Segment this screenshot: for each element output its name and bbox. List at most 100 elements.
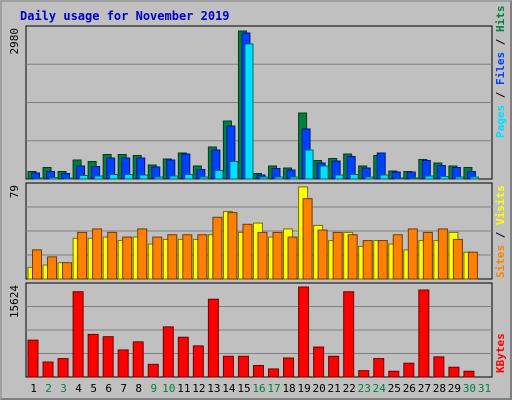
- x-tick-label-day-4: 4: [75, 382, 82, 395]
- bar-pages-day-15: [244, 43, 254, 180]
- bar-kbytes-day-11: [177, 336, 189, 378]
- bar-sites-day-3: [62, 262, 73, 280]
- bar-pages-day-12: [199, 176, 209, 180]
- bar-pages-day-4: [79, 175, 89, 180]
- bar-kbytes-day-23: [358, 370, 370, 378]
- bar-sites-day-27: [422, 231, 433, 280]
- bar-sites-day-16: [257, 231, 268, 280]
- x-tick-label-day-17: 17: [267, 382, 280, 395]
- bar-kbytes-day-12: [192, 345, 204, 378]
- x-tick-label-day-11: 11: [177, 382, 190, 395]
- bar-pages-day-16: [259, 176, 269, 180]
- x-tick-label-day-1: 1: [30, 382, 37, 395]
- bar-kbytes-day-15: [237, 355, 249, 378]
- bar-kbytes-day-7: [117, 349, 129, 378]
- bar-sites-day-2: [47, 256, 58, 280]
- bar-kbytes-day-18: [283, 357, 295, 378]
- bar-pages-day-3: [64, 177, 74, 180]
- bar-kbytes-day-22: [343, 291, 355, 378]
- bar-pages-day-28: [439, 176, 449, 180]
- bar-kbytes-day-5: [87, 333, 99, 378]
- bar-kbytes-day-27: [418, 289, 430, 378]
- chart-title: Daily usage for November 2019: [20, 9, 230, 23]
- x-tick-label-day-22: 22: [343, 382, 356, 395]
- bar-kbytes-day-19: [298, 286, 310, 378]
- bar-sites-day-25: [392, 234, 403, 280]
- bar-pages-day-1: [34, 177, 43, 180]
- bar-pages-day-24: [379, 174, 389, 180]
- bar-pages-day-9: [154, 176, 164, 180]
- bar-kbytes-day-4: [72, 291, 84, 378]
- bar-pages-day-21: [334, 174, 344, 180]
- bar-pages-day-19: [304, 149, 314, 180]
- bar-sites-day-30: [467, 251, 478, 280]
- x-tick-label-day-21: 21: [328, 382, 341, 395]
- bar-pages-day-7: [124, 174, 134, 180]
- bar-sites-day-13: [212, 216, 223, 280]
- bar-sites-day-12: [197, 234, 208, 280]
- bar-pages-day-23: [364, 176, 374, 180]
- bar-sites-day-5: [92, 228, 103, 280]
- x-tick-label-day-10: 10: [162, 382, 175, 395]
- y-max-label-visits-sites: 79: [8, 185, 21, 198]
- bar-pages-day-10: [169, 175, 179, 180]
- bar-sites-day-29: [452, 238, 463, 280]
- bar-sites-day-26: [407, 228, 418, 280]
- x-tick-label-day-27: 27: [418, 382, 431, 395]
- bar-sites-day-22: [347, 234, 358, 280]
- bar-sites-day-9: [152, 236, 163, 280]
- bar-sites-day-28: [437, 228, 448, 280]
- x-tick-label-day-5: 5: [90, 382, 97, 395]
- bar-pages-day-18: [289, 176, 299, 180]
- legend-sites-visits: Sites / Visits: [494, 185, 507, 278]
- bar-pages-day-27: [424, 175, 434, 180]
- bar-sites-day-15: [242, 223, 253, 280]
- x-tick-label-day-23: 23: [358, 382, 371, 395]
- x-tick-label-day-16: 16: [252, 382, 265, 395]
- bar-pages-day-11: [184, 174, 194, 180]
- x-tick-label-day-15: 15: [237, 382, 250, 395]
- bar-kbytes-day-1: [27, 339, 39, 378]
- x-tick-label-day-3: 3: [60, 382, 67, 395]
- bar-sites-day-6: [107, 231, 118, 280]
- bar-sites-day-17: [272, 231, 283, 280]
- x-tick-label-day-24: 24: [373, 382, 387, 395]
- x-tick-label-day-8: 8: [135, 382, 142, 395]
- bar-kbytes-day-20: [313, 346, 325, 378]
- x-tick-label-day-31: 31: [478, 382, 491, 395]
- bar-kbytes-day-8: [132, 341, 144, 378]
- x-tick-label-day-7: 7: [120, 382, 127, 395]
- bar-sites-day-24: [377, 240, 388, 280]
- bar-pages-day-14: [229, 161, 239, 180]
- x-tick-label-day-29: 29: [448, 382, 461, 395]
- bar-sites-day-19: [302, 198, 313, 280]
- bar-pages-day-26: [409, 177, 419, 180]
- bar-sites-day-14: [227, 212, 238, 280]
- bar-pages-day-17: [274, 176, 284, 180]
- y-max-label-pages-files-hits: 2980: [8, 28, 21, 55]
- bar-kbytes-day-2: [42, 361, 54, 378]
- x-tick-label-day-2: 2: [45, 382, 52, 395]
- bar-kbytes-day-10: [162, 326, 174, 378]
- bar-kbytes-day-25: [388, 370, 400, 378]
- bar-pages-day-30: [469, 176, 479, 180]
- bar-kbytes-day-28: [433, 356, 445, 378]
- bar-sites-day-23: [362, 240, 373, 280]
- x-tick-label-day-9: 9: [150, 382, 157, 395]
- x-tick-label-day-26: 26: [403, 382, 416, 395]
- bar-pages-day-8: [139, 174, 149, 180]
- bar-kbytes-day-30: [463, 370, 475, 378]
- bar-pages-day-20: [319, 165, 329, 180]
- bar-kbytes-day-21: [328, 355, 340, 378]
- bar-pages-day-5: [94, 175, 104, 180]
- bar-kbytes-day-9: [147, 363, 159, 378]
- x-tick-label-day-6: 6: [105, 382, 112, 395]
- bar-kbytes-day-6: [102, 336, 114, 378]
- bar-pages-day-29: [454, 176, 464, 180]
- x-tick-label-day-13: 13: [207, 382, 220, 395]
- bar-sites-day-11: [182, 234, 193, 280]
- x-tick-label-day-19: 19: [297, 382, 310, 395]
- y-max-label-kbytes: 15624: [8, 285, 21, 318]
